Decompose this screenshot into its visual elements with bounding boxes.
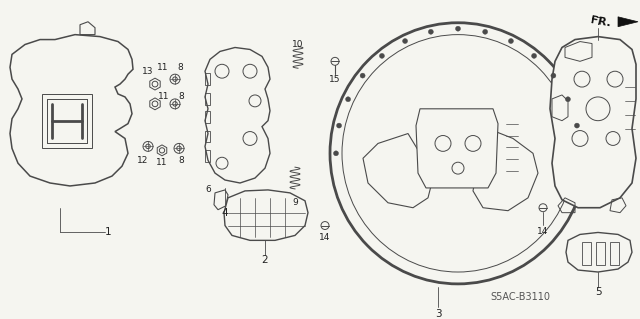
Circle shape [483, 29, 488, 34]
Text: 14: 14 [319, 233, 331, 242]
Polygon shape [42, 94, 92, 148]
Circle shape [508, 39, 513, 43]
Circle shape [346, 97, 351, 102]
Polygon shape [566, 233, 632, 272]
Text: 1: 1 [105, 227, 111, 237]
Text: 10: 10 [292, 40, 304, 49]
Polygon shape [473, 129, 538, 211]
Text: 7: 7 [595, 17, 602, 27]
Text: 15: 15 [329, 75, 340, 84]
Text: FR.: FR. [590, 15, 612, 28]
Text: 8: 8 [178, 93, 184, 101]
Polygon shape [550, 37, 636, 208]
Polygon shape [416, 109, 498, 188]
Polygon shape [565, 41, 592, 61]
Circle shape [456, 26, 461, 31]
Text: 11: 11 [156, 158, 168, 167]
Text: 5: 5 [595, 287, 602, 297]
Text: 13: 13 [142, 67, 154, 76]
Polygon shape [618, 17, 638, 27]
Text: S5AC-B3110: S5AC-B3110 [490, 292, 550, 302]
Text: 9: 9 [292, 198, 298, 207]
Text: 8: 8 [178, 156, 184, 165]
Text: 4: 4 [221, 208, 228, 218]
Circle shape [532, 53, 536, 58]
Circle shape [551, 73, 556, 78]
Text: 3: 3 [435, 308, 442, 319]
Circle shape [428, 29, 433, 34]
Circle shape [575, 123, 579, 128]
Text: 2: 2 [262, 255, 268, 265]
Circle shape [565, 97, 570, 102]
Circle shape [360, 73, 365, 78]
Text: 14: 14 [538, 227, 548, 236]
Ellipse shape [330, 23, 586, 284]
Circle shape [380, 53, 385, 58]
Polygon shape [205, 48, 270, 183]
Circle shape [333, 151, 339, 156]
Text: 12: 12 [138, 156, 148, 165]
Text: 11: 11 [157, 63, 169, 72]
Polygon shape [10, 35, 133, 186]
Polygon shape [224, 190, 308, 240]
Polygon shape [363, 134, 433, 208]
Polygon shape [552, 95, 568, 121]
Text: 6: 6 [205, 185, 211, 194]
Circle shape [403, 39, 408, 43]
Text: 11: 11 [158, 93, 170, 101]
Circle shape [337, 123, 342, 128]
Text: 8: 8 [177, 63, 183, 72]
